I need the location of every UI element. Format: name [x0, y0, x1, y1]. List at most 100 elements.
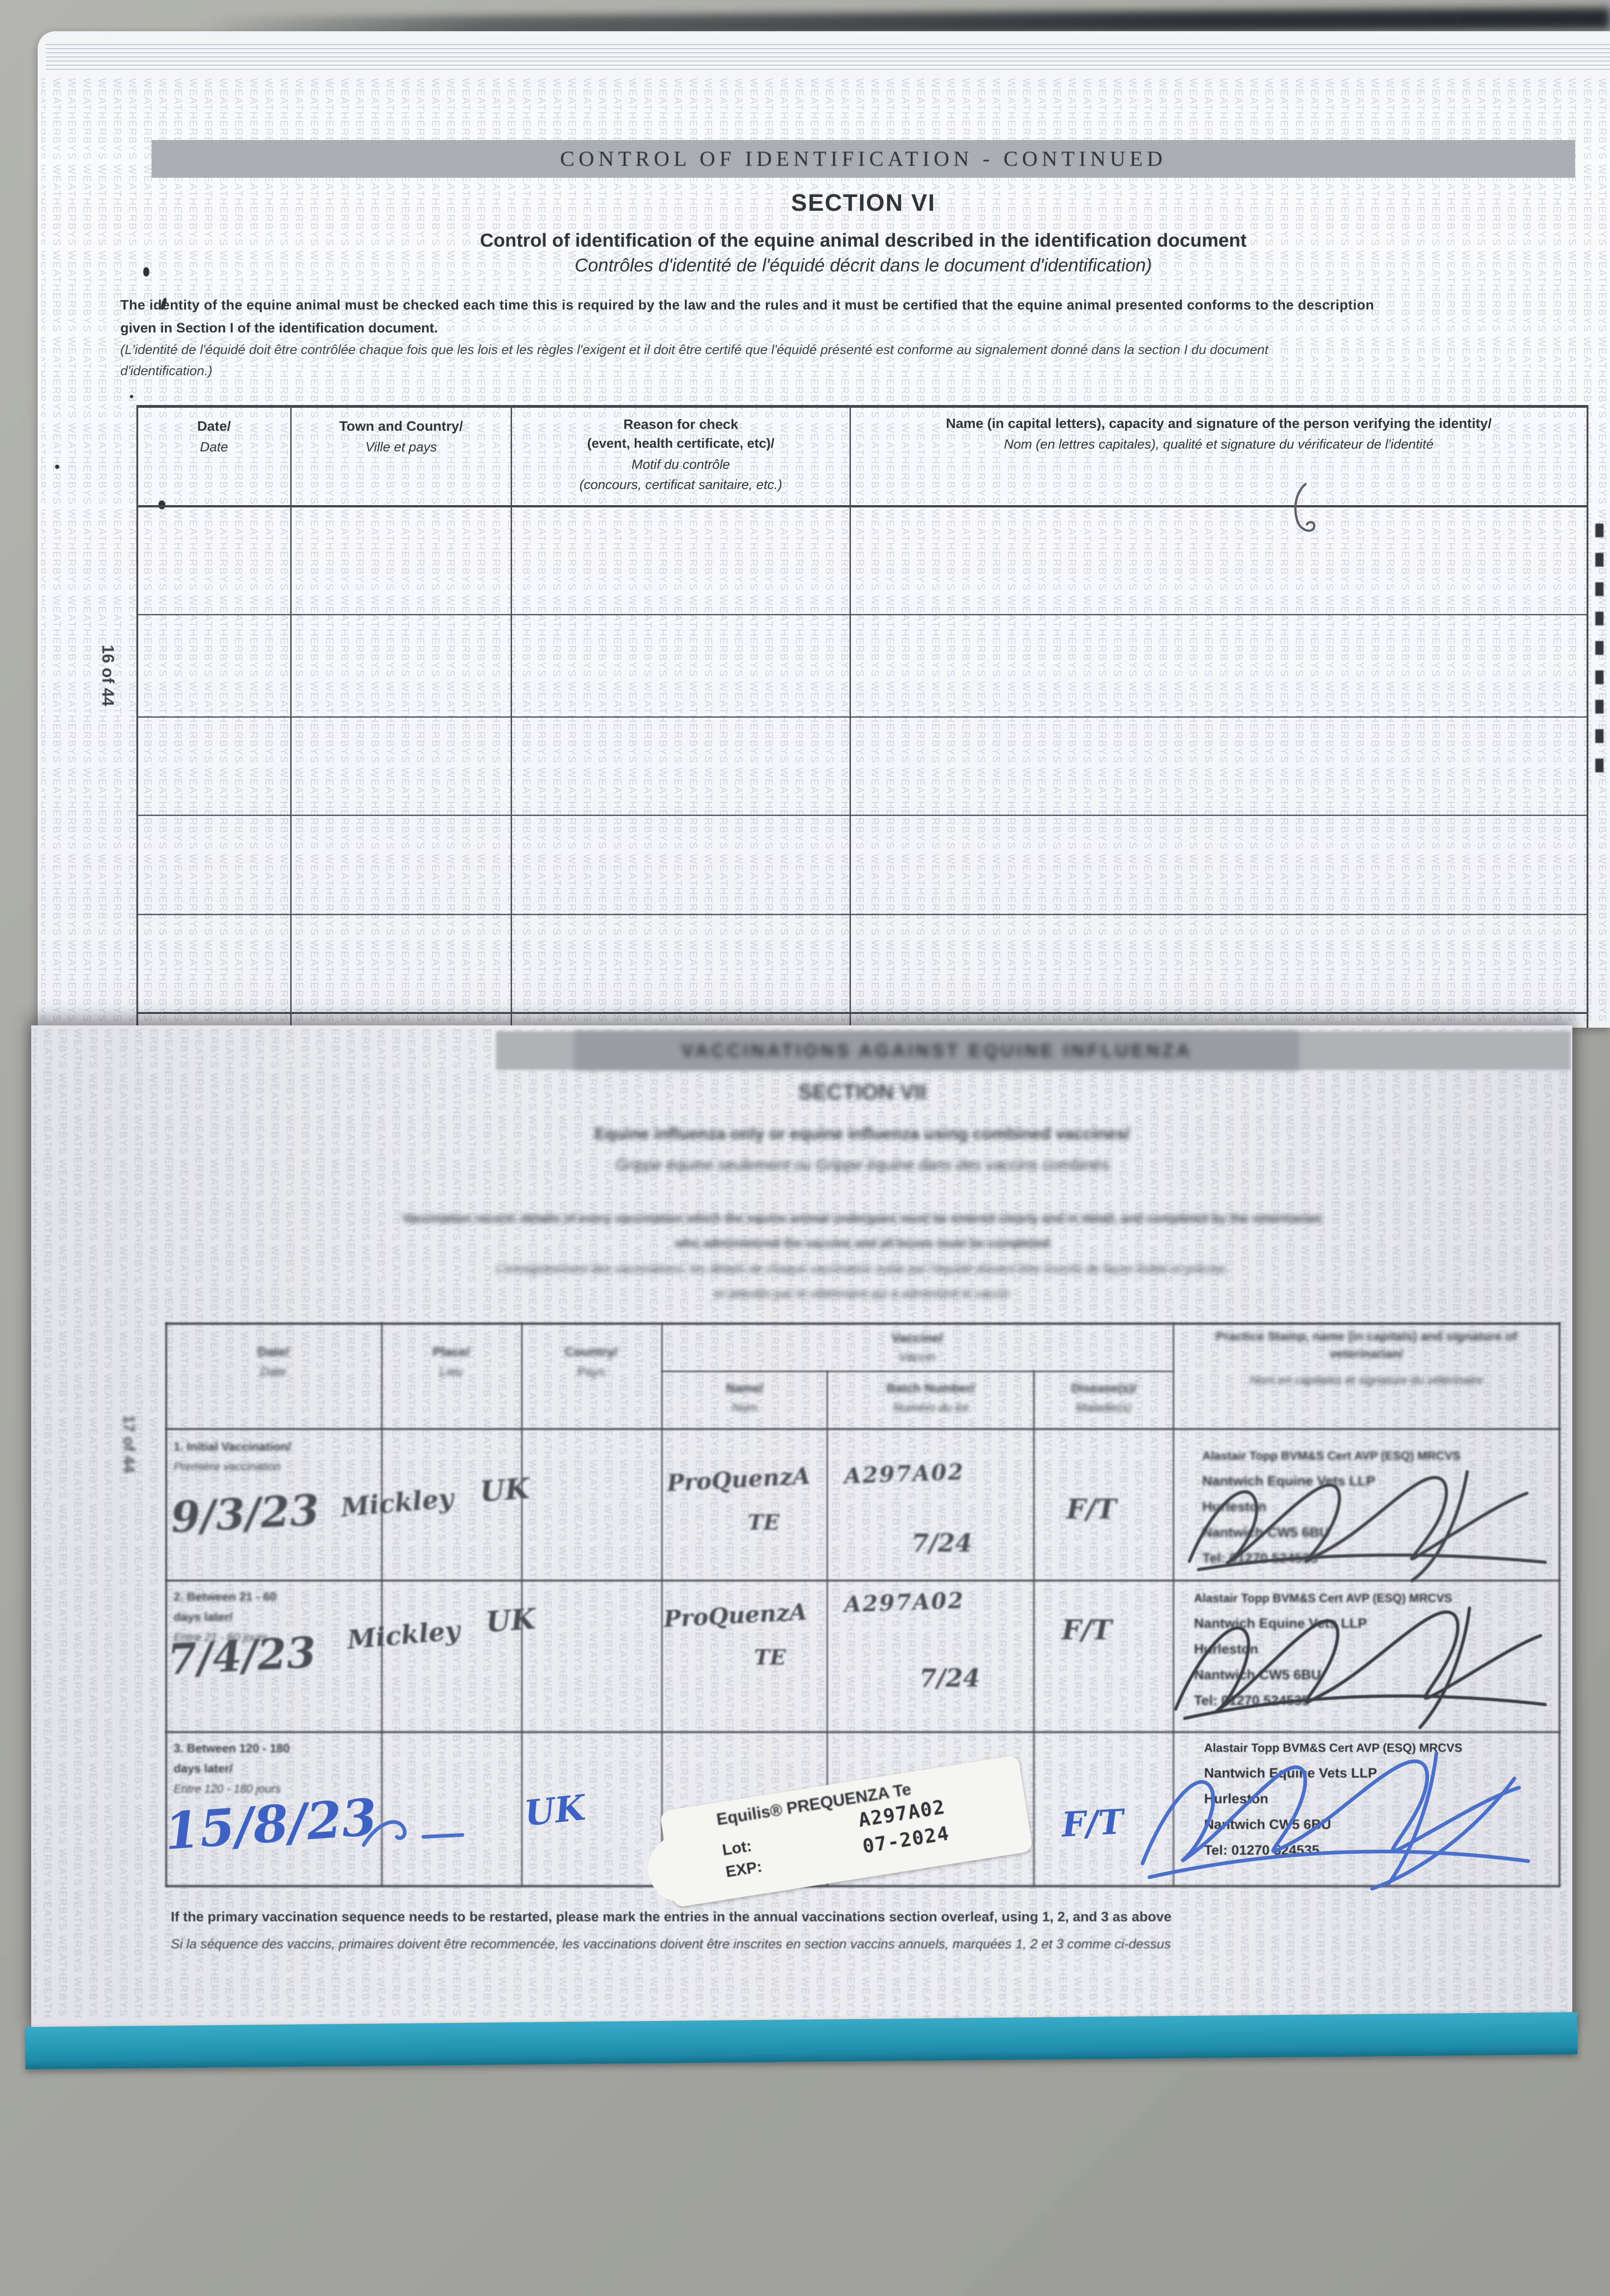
page17-note-4: et attestés par le vétérinaire qui a adm…	[714, 1287, 1010, 1300]
page16-banner: CONTROL OF IDENTIFICATION - CONTINUED	[152, 140, 1575, 178]
vac-table-header-divider	[165, 1428, 1560, 1430]
page17-banner-text: VACCINATIONS AGAINST EQUINE INFLUENZA	[681, 1041, 1193, 1061]
col-header-reason-1: Reason for check	[623, 417, 738, 432]
vac-header-batch-fr: Numéro du lot	[893, 1401, 968, 1414]
page16-banner-text: CONTROL OF IDENTIFICATION - CONTINUED	[560, 147, 1167, 171]
col-header-name-fr: Nom (en lettres capitales), qualité et s…	[1004, 437, 1434, 452]
stamp-line: Nantwich Equine Vets LLP	[1202, 1474, 1375, 1489]
table-border-top	[136, 405, 1588, 408]
practice-stamp: Alastair Topp BVM&S Cert AVP (ESQ) MRCVS…	[1204, 1735, 1462, 1863]
col-header-reason-fr-1: Motif du contrôle	[631, 457, 730, 472]
table-border-left	[136, 405, 138, 1028]
vac-table-subcolumn-line	[827, 1371, 828, 1886]
vac-table-row-line	[165, 1731, 1560, 1733]
vac-table-column-line	[381, 1322, 383, 1886]
handwritten-batch: A297A02	[844, 1587, 965, 1618]
vac-header-disease-fr: Maladie(s)	[1075, 1401, 1132, 1414]
row3-label-2: days later/	[174, 1761, 233, 1775]
page17-footer-en: If the primary vaccination sequence need…	[171, 1909, 1172, 1925]
handwritten-date: 7/4/23	[166, 1627, 317, 1685]
page16-body-en-1: The identity of the equine animal must b…	[120, 298, 1374, 313]
handwritten-country: UK	[522, 1787, 587, 1834]
table-header-divider	[136, 505, 1588, 507]
page17-subtitle-fr: Grippe équine seulement ou Grippe équine…	[615, 1156, 1109, 1174]
handwritten-batch-expiry: 7/24	[919, 1663, 980, 1693]
vac-header-batch: Batch Number/	[886, 1381, 975, 1395]
vac-header-practice-2: veterinarian/	[1329, 1347, 1403, 1361]
col-header-reason-2: (event, health certificate, etc)/	[587, 436, 775, 451]
col-header-date-fr: Date	[200, 440, 228, 455]
vac-header-practice-3: Nom en capitales et signature du vétérin…	[1250, 1373, 1483, 1387]
page17-note-1: Vaccination record: details of every vac…	[402, 1211, 1323, 1225]
col-header-date: Date/	[197, 419, 231, 434]
stamp-line: Alastair Topp BVM&S Cert AVP (ESQ) MRCVS	[1202, 1449, 1461, 1463]
vac-table-subheader-divider	[661, 1371, 1174, 1372]
vac-header-practice-1: Practice Stamp, name (in capitals) and s…	[1216, 1329, 1517, 1343]
page17-banner: VACCINATIONS AGAINST EQUINE INFLUENZA	[574, 1031, 1300, 1070]
vac-header-vaccine: Vaccine/	[891, 1331, 943, 1345]
page17-footer-fr: Si la séquence des vaccins, primaires do…	[171, 1937, 1171, 1952]
col-header-town: Town and Country/	[339, 419, 463, 434]
row2-label-1: 2. Between 21 - 60	[174, 1590, 276, 1604]
vet-signature	[1157, 1576, 1561, 1732]
table-row-line	[136, 716, 1588, 718]
vac-header-place-fr: Lieu	[439, 1365, 463, 1379]
scan-speck	[130, 395, 133, 398]
handwritten-batch-expiry: 7/24	[912, 1528, 973, 1558]
handwritten-disease: F/T	[1066, 1493, 1117, 1525]
scan-speck	[55, 465, 59, 469]
handwritten-disease: F/T	[1062, 1614, 1112, 1646]
stray-pen-mark	[1280, 480, 1322, 540]
stamp-line: Alastair Topp BVM&S Cert AVP (ESQ) MRCVS	[1204, 1741, 1463, 1755]
vac-header-country-fr: Pays	[577, 1365, 605, 1379]
page16-title-en: Control of identification of the equine …	[480, 230, 1247, 251]
page17-page-number: 17 of 44	[120, 1415, 138, 1473]
row2-label-3: Entre 21 - 60 jours	[174, 1631, 268, 1644]
vac-table-subcolumn-line	[1033, 1371, 1035, 1886]
sticker-lot-label: Lot:	[721, 1837, 753, 1859]
page16-sheet	[38, 31, 1610, 1028]
page16-body-en-2: given in Section I of the identification…	[120, 321, 438, 336]
vac-table-column-line	[661, 1322, 663, 1886]
col-header-name: Name (in capital letters), capacity and …	[946, 416, 1492, 431]
vac-table-border-right	[1559, 1322, 1560, 1886]
vac-header-name-fr: Nom	[732, 1401, 757, 1414]
page17-subtitle-en: Equine influenza only or equine influenz…	[594, 1124, 1130, 1143]
vac-table-column-line	[521, 1322, 523, 1886]
table-column-line	[290, 405, 292, 1028]
vac-header-vaccine-fr: Vaccin	[898, 1350, 936, 1364]
table-border-right	[1587, 405, 1588, 1028]
page17-note-2: who administered the vaccine and all box…	[675, 1236, 1050, 1250]
vac-table-column-line	[1173, 1322, 1174, 1886]
right-edge-print-marks	[1595, 523, 1604, 774]
page17-section-title: SECTION VII	[798, 1080, 927, 1104]
page-edge-pinstripes	[46, 44, 1610, 72]
vac-table-border-bottom	[165, 1885, 1560, 1887]
handwritten-vaccine-name-2: TE	[754, 1645, 786, 1670]
vac-header-date: Date/	[257, 1345, 289, 1359]
row1-label-2: Première vaccination	[174, 1460, 281, 1473]
vac-header-name: Name/	[726, 1381, 764, 1395]
sticker-exp-label: EXP:	[724, 1857, 764, 1881]
scan-speck	[143, 267, 149, 276]
page16-body-fr-1: (L'identité de l'équidé doit être contrô…	[120, 343, 1268, 357]
handwritten-date: 9/3/23	[169, 1485, 321, 1542]
vac-header-place: Place/	[433, 1345, 470, 1359]
practice-stamp: Alastair Topp BVM&S Cert AVP (ESQ) MRCVS…	[1202, 1443, 1460, 1571]
vac-table-border-top	[165, 1322, 1560, 1325]
vet-signature	[1173, 1446, 1568, 1584]
handwritten-country: UK	[484, 1602, 537, 1639]
table-column-line	[511, 405, 512, 1028]
table-row-line	[136, 914, 1588, 915]
handwritten-place-dash	[355, 1808, 474, 1863]
table-row-line	[136, 614, 1588, 615]
row2-label-2: days later/	[174, 1610, 233, 1624]
row3-label-1: 3. Between 120 - 180	[174, 1741, 290, 1755]
vac-header-date-fr: Date	[260, 1365, 287, 1379]
page16-title-fr: Contrôles d'identité de l'équidé décrit …	[574, 255, 1152, 276]
page16-body-fr-2: d'identification.)	[120, 364, 213, 378]
row3-label-3: Entre 120 - 180 jours	[174, 1783, 281, 1795]
handwritten-batch: A297A02	[844, 1459, 965, 1489]
vac-table-row-line	[165, 1580, 1560, 1581]
